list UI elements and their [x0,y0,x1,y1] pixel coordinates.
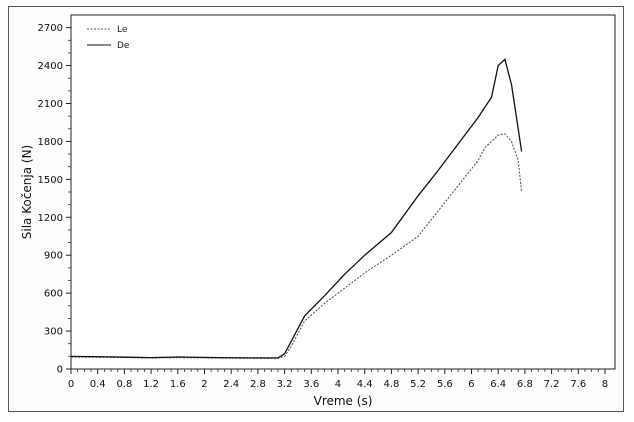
x-tick-label: 4 [335,379,341,390]
x-tick-label: 5.6 [437,379,453,390]
y-axis-label: Sila Kočenja (N) [20,145,34,240]
series-layer [70,58,523,359]
x-tick-label: 6.4 [490,379,506,390]
legend-label: De [117,41,130,51]
x-tick-label: 8 [602,379,608,390]
x-axis-label: Vreme (s) [314,394,373,408]
x-tick-label: 7.6 [570,379,586,390]
chart-frame: 0 0.4 0.8 1.2 1.6 2 2.4 2.8 3.2 3.6 4 4.4 4.8 5.2 5.6 6… [8,6,624,412]
chart-svg: 0 0.4 0.8 1.2 1.6 2 2.4 2.8 3.2 3.6 4 4.4 4.8 5.2 5.6 6… [20,14,616,408]
y-tick-label: 0 [57,365,63,376]
x-tick-label: 1.2 [143,379,159,390]
legend: Le De [87,25,130,51]
y-tick-label: 2100 [38,99,63,110]
y-tick-label: 300 [44,327,63,338]
plot-area [70,14,616,370]
x-tick-label: 6 [468,379,474,390]
x-tick-label: 0.8 [116,379,132,390]
y-tick-label: 1800 [38,137,63,148]
y-tick-label: 1500 [38,175,63,186]
x-tick-label: 4.4 [357,379,373,390]
y-tick-label: 600 [44,289,63,300]
x-tick-label: 3.6 [303,379,319,390]
x-tick-label: 2.4 [223,379,239,390]
x-tick-label: 3.2 [277,379,293,390]
x-tick-label: 5.2 [410,379,426,390]
x-tick-label: 2.8 [250,379,266,390]
x-tick-label: 1.6 [170,379,186,390]
y-axis: 0 300 600 900 1200 1500 1800 2100 2400 2700 [38,23,71,376]
series-line-2 [70,58,523,359]
x-tick-label: 2 [201,379,207,390]
x-axis: 0 0.4 0.8 1.2 1.6 2 2.4 2.8 3.2 3.6 4 4.4 4.8 5.2 5.6 6… [68,369,608,390]
x-tick-label: 4.8 [383,379,399,390]
x-tick-label: 0 [68,379,74,390]
y-tick-label: 900 [44,251,63,262]
y-tick-label: 2700 [38,23,63,34]
x-tick-label: 6.8 [517,379,533,390]
y-tick-label: 2400 [38,61,63,72]
x-tick-label: 7.2 [544,379,560,390]
x-tick-label: 0.4 [90,379,106,390]
y-tick-label: 1200 [38,213,63,224]
legend-label: Le [117,25,128,35]
